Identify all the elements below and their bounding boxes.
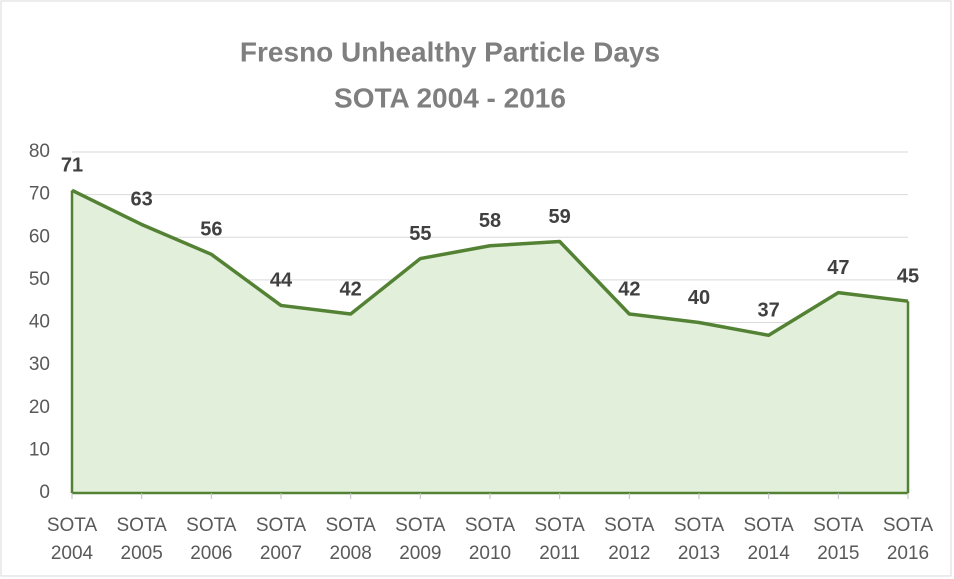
y-tick-label: 80 [29,141,50,162]
x-tick-label: SOTA 2011 [535,515,586,564]
chart-subtitle: SOTA 2004 - 2016 [334,82,566,113]
x-tick-label: SOTA 2016 [883,515,934,564]
x-tick-label: SOTA 2007 [256,515,307,564]
y-tick-label: 60 [29,226,50,247]
area [72,190,908,494]
data-label: 56 [200,219,222,241]
data-label: 40 [688,287,710,309]
data-label: 59 [549,206,571,228]
y-tick-label: 20 [29,397,50,418]
y-tick-label: 40 [29,312,50,333]
line [71,188,909,338]
chart-title: Fresno Unhealthy Particle Days [240,36,660,67]
y-tick-label: 50 [29,269,50,290]
data-label: 37 [758,300,780,322]
y-tick-label: 0 [39,482,50,503]
x-tick-label: SOTA 2012 [604,515,655,564]
data-label: 42 [618,278,640,300]
data-label: 45 [897,265,919,287]
x-tick-label: SOTA 2005 [117,515,168,564]
x-tick-label: SOTA 2006 [186,515,237,564]
x-tick-label: SOTA 2008 [326,515,377,564]
y-tick-label: 30 [29,354,50,375]
data-label: 42 [340,278,362,300]
data-label: 55 [409,223,431,245]
x-tick-label: SOTA 2009 [395,515,446,564]
data-label: 47 [827,257,849,279]
data-label: 44 [270,270,293,292]
y-tick-label: 10 [29,439,50,460]
x-tick-label: SOTA 2014 [744,515,795,564]
x-tick-label: SOTA 2015 [813,515,864,564]
data-label: 63 [131,189,153,211]
x-tick-label: SOTA 2010 [465,515,516,564]
y-tick-label: 70 [29,184,50,205]
data-label: 58 [479,210,501,232]
data-label: 71 [61,155,83,177]
x-tick-label: SOTA 2004 [47,515,98,564]
x-tick-label: SOTA 2013 [674,515,725,564]
